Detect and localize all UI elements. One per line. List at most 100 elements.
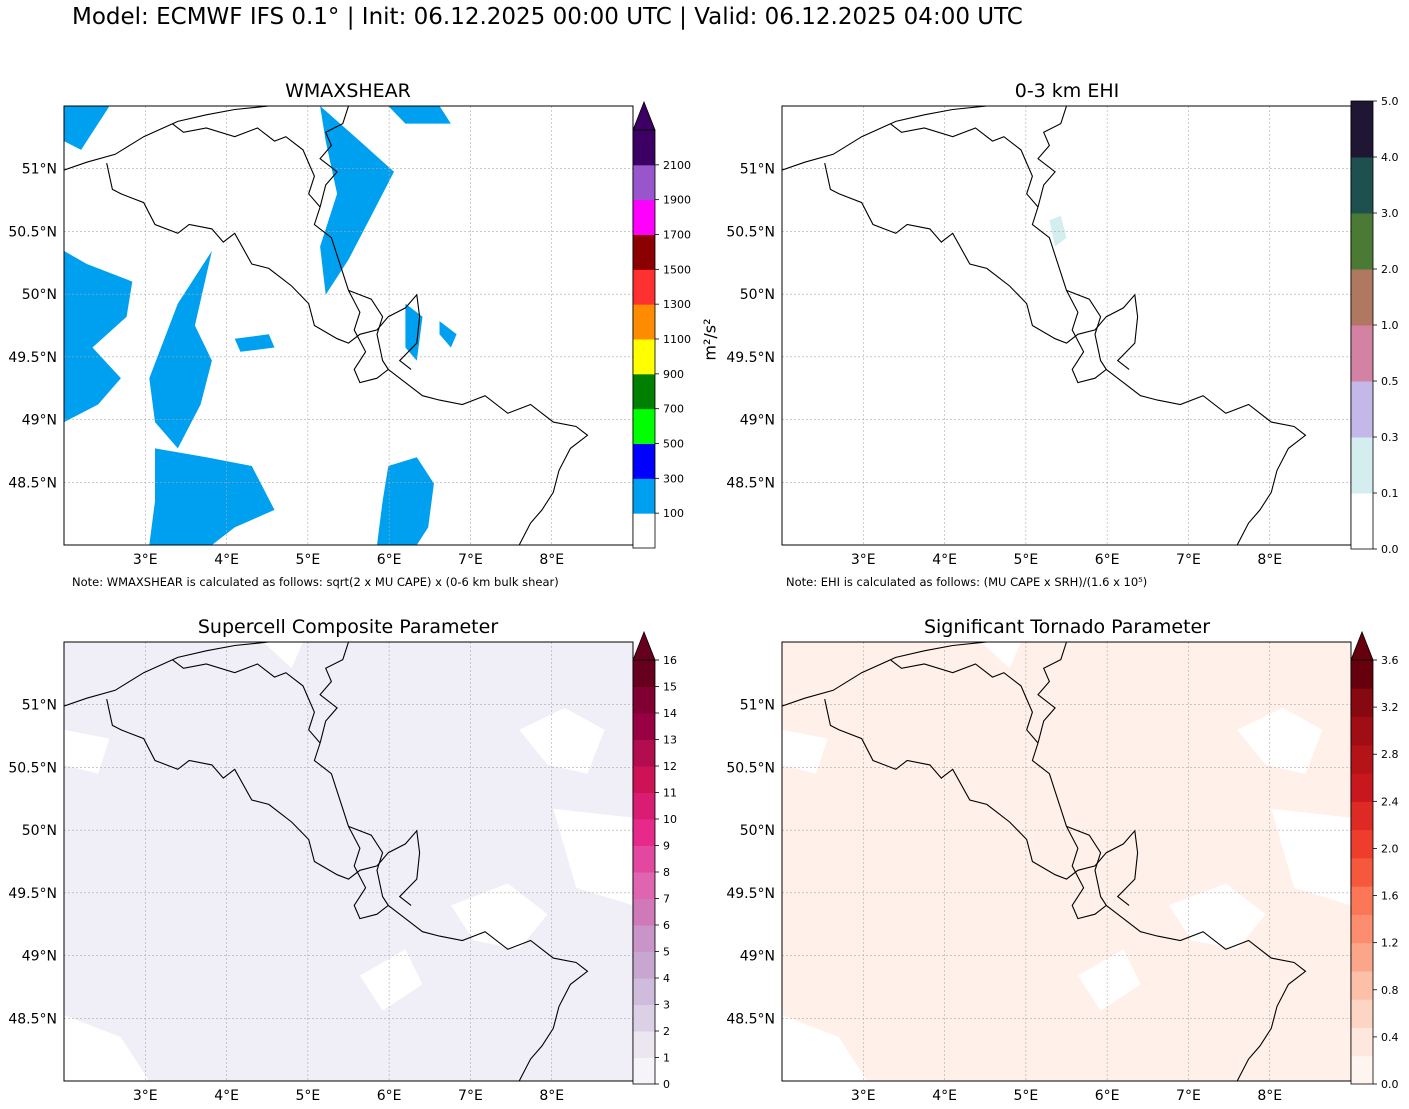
lon-tick-label: 3°E	[133, 1088, 158, 1104]
colorbar-segment	[1351, 325, 1373, 382]
lat-tick-label: 50.5°N	[726, 224, 775, 240]
border-line	[171, 659, 321, 744]
border-line	[313, 206, 350, 291]
lat-tick-label: 49°N	[740, 949, 775, 965]
lon-tick-label: 7°E	[458, 1088, 483, 1104]
map-ehi	[782, 106, 1351, 545]
lat-tick-label: 49°N	[740, 413, 775, 429]
colorbar-tick-label: 100	[663, 507, 684, 520]
colorbar-tick-label: 3.2	[1381, 701, 1399, 714]
lon-tick-label: 4°E	[214, 1088, 239, 1104]
colorbar-segment	[633, 660, 655, 687]
colorbar-segment	[633, 513, 655, 549]
colorbar-tick-label: 5	[663, 946, 670, 959]
panel-title-wmaxshear: WMAXSHEAR	[285, 80, 411, 102]
colorbar-segment	[1351, 1055, 1373, 1085]
colorbar-segment	[633, 304, 655, 340]
colorbar-stp: 0.0 0.4 0.8 1.2 1.6 2.0 2.4 2.8 3.2 3.6	[1350, 630, 1399, 1091]
lat-tick-label: 48.5°N	[8, 475, 57, 491]
colorbar-segment	[633, 1031, 655, 1058]
field-area	[1049, 215, 1067, 247]
lat-tick-label: 48.5°N	[726, 475, 775, 491]
colorbar-tick-label: 300	[663, 472, 684, 485]
lat-tick-label: 49.5°N	[8, 886, 57, 902]
colorbar-segment	[633, 408, 655, 444]
lat-tick-label: 49.5°N	[8, 350, 57, 366]
border-line	[64, 106, 269, 171]
colorbar-tick-label: 2.8	[1381, 748, 1399, 761]
field-gap	[519, 707, 605, 774]
colorbar-segment	[1351, 914, 1373, 944]
lat-tick-label: 51°N	[22, 698, 57, 714]
border-line	[64, 642, 269, 707]
field-gap	[1077, 949, 1141, 1011]
colorbar-segment	[633, 130, 655, 166]
field-gap	[1237, 707, 1323, 774]
lon-tick-label: 8°E	[539, 1088, 564, 1104]
border-line	[1105, 904, 1307, 1081]
colorbar-tick-label: 2.4	[1381, 795, 1399, 808]
lat-tick-label: 51°N	[740, 698, 775, 714]
lon-tick-label: 6°E	[1095, 552, 1120, 568]
lon-tick-label: 8°E	[1257, 552, 1282, 568]
colorbar-segment	[1351, 773, 1373, 802]
colorbar-segment	[1351, 381, 1373, 438]
field-area	[64, 106, 110, 150]
border-line	[1031, 206, 1068, 291]
lat-tick-label: 48.5°N	[726, 1011, 775, 1027]
field-gap	[782, 729, 828, 774]
colorbar-segment	[633, 1004, 655, 1032]
colorbar-tick-label: 1900	[663, 194, 691, 207]
note-wmaxshear: Note: WMAXSHEAR is calculated as follows…	[72, 575, 559, 589]
colorbar-tick-label: 3.0	[1381, 207, 1399, 220]
colorbar-segment	[1351, 101, 1373, 158]
border-line	[782, 106, 987, 171]
lat-tick-label: 50.5°N	[8, 224, 57, 240]
colorbar-segment	[633, 978, 655, 1005]
colorbar-tick-label: 1100	[663, 333, 691, 346]
colorbar-segment	[1351, 269, 1373, 326]
lat-tick-label: 48.5°N	[8, 1011, 57, 1027]
border-line	[348, 825, 390, 920]
map-panels: 3°E 4°E 5°E 6°E 7°E 8°E51°N50.5°N50°N49.5°N49…	[8, 105, 1352, 1104]
colorbar-tick-label: 1700	[663, 229, 691, 242]
colorbar-segment	[1351, 716, 1373, 746]
colorbar-tick-label: 0.3	[1381, 431, 1399, 444]
border-line	[824, 162, 1139, 370]
lon-tick-label: 5°E	[295, 552, 320, 568]
colorbar-segment	[633, 443, 655, 479]
colorbar-tick-label: 4	[663, 972, 670, 985]
colorbar-segment	[633, 819, 655, 846]
field-gap	[64, 729, 110, 774]
lon-tick-label: 3°E	[133, 552, 158, 568]
field-gap	[450, 883, 548, 950]
colorbar-tick-label: 8	[663, 866, 670, 879]
colorbar-segment	[1351, 688, 1373, 718]
colorbar-tick-label: 1.2	[1381, 937, 1399, 950]
lon-tick-label: 6°E	[1095, 1088, 1120, 1104]
lon-tick-label: 4°E	[932, 1088, 957, 1104]
colorbar-segment	[1351, 157, 1373, 214]
border-line	[1031, 742, 1068, 827]
colorbar-tick-label: 3.6	[1381, 654, 1399, 667]
figure-title: Model: ECMWF IFS 0.1° | Init: 06.12.2025…	[72, 4, 1023, 30]
colorbar-tick-label: 9	[663, 840, 670, 853]
colorbar-tick-label: 2100	[663, 159, 691, 172]
lat-tick-label: 49.5°N	[726, 886, 775, 902]
lat-tick-label: 50.5°N	[8, 760, 57, 776]
colorbar-tick-label: 6	[663, 919, 670, 932]
colorbar-tick-label: 0.5	[1381, 375, 1399, 388]
border-line	[319, 106, 350, 208]
lat-tick-label: 50°N	[22, 287, 57, 303]
colorbar-extend-arrow	[1350, 630, 1374, 661]
colorbar-segment	[633, 234, 655, 270]
colorbar-segment	[1351, 886, 1373, 915]
colorbar-segment	[633, 713, 655, 740]
field-area	[439, 321, 457, 348]
border-line	[889, 123, 1039, 208]
border-line	[387, 368, 589, 545]
field-area	[377, 457, 434, 545]
colorbar-tick-label: 13	[663, 734, 677, 747]
panel-title-scp: Supercell Composite Parameter	[197, 616, 499, 638]
